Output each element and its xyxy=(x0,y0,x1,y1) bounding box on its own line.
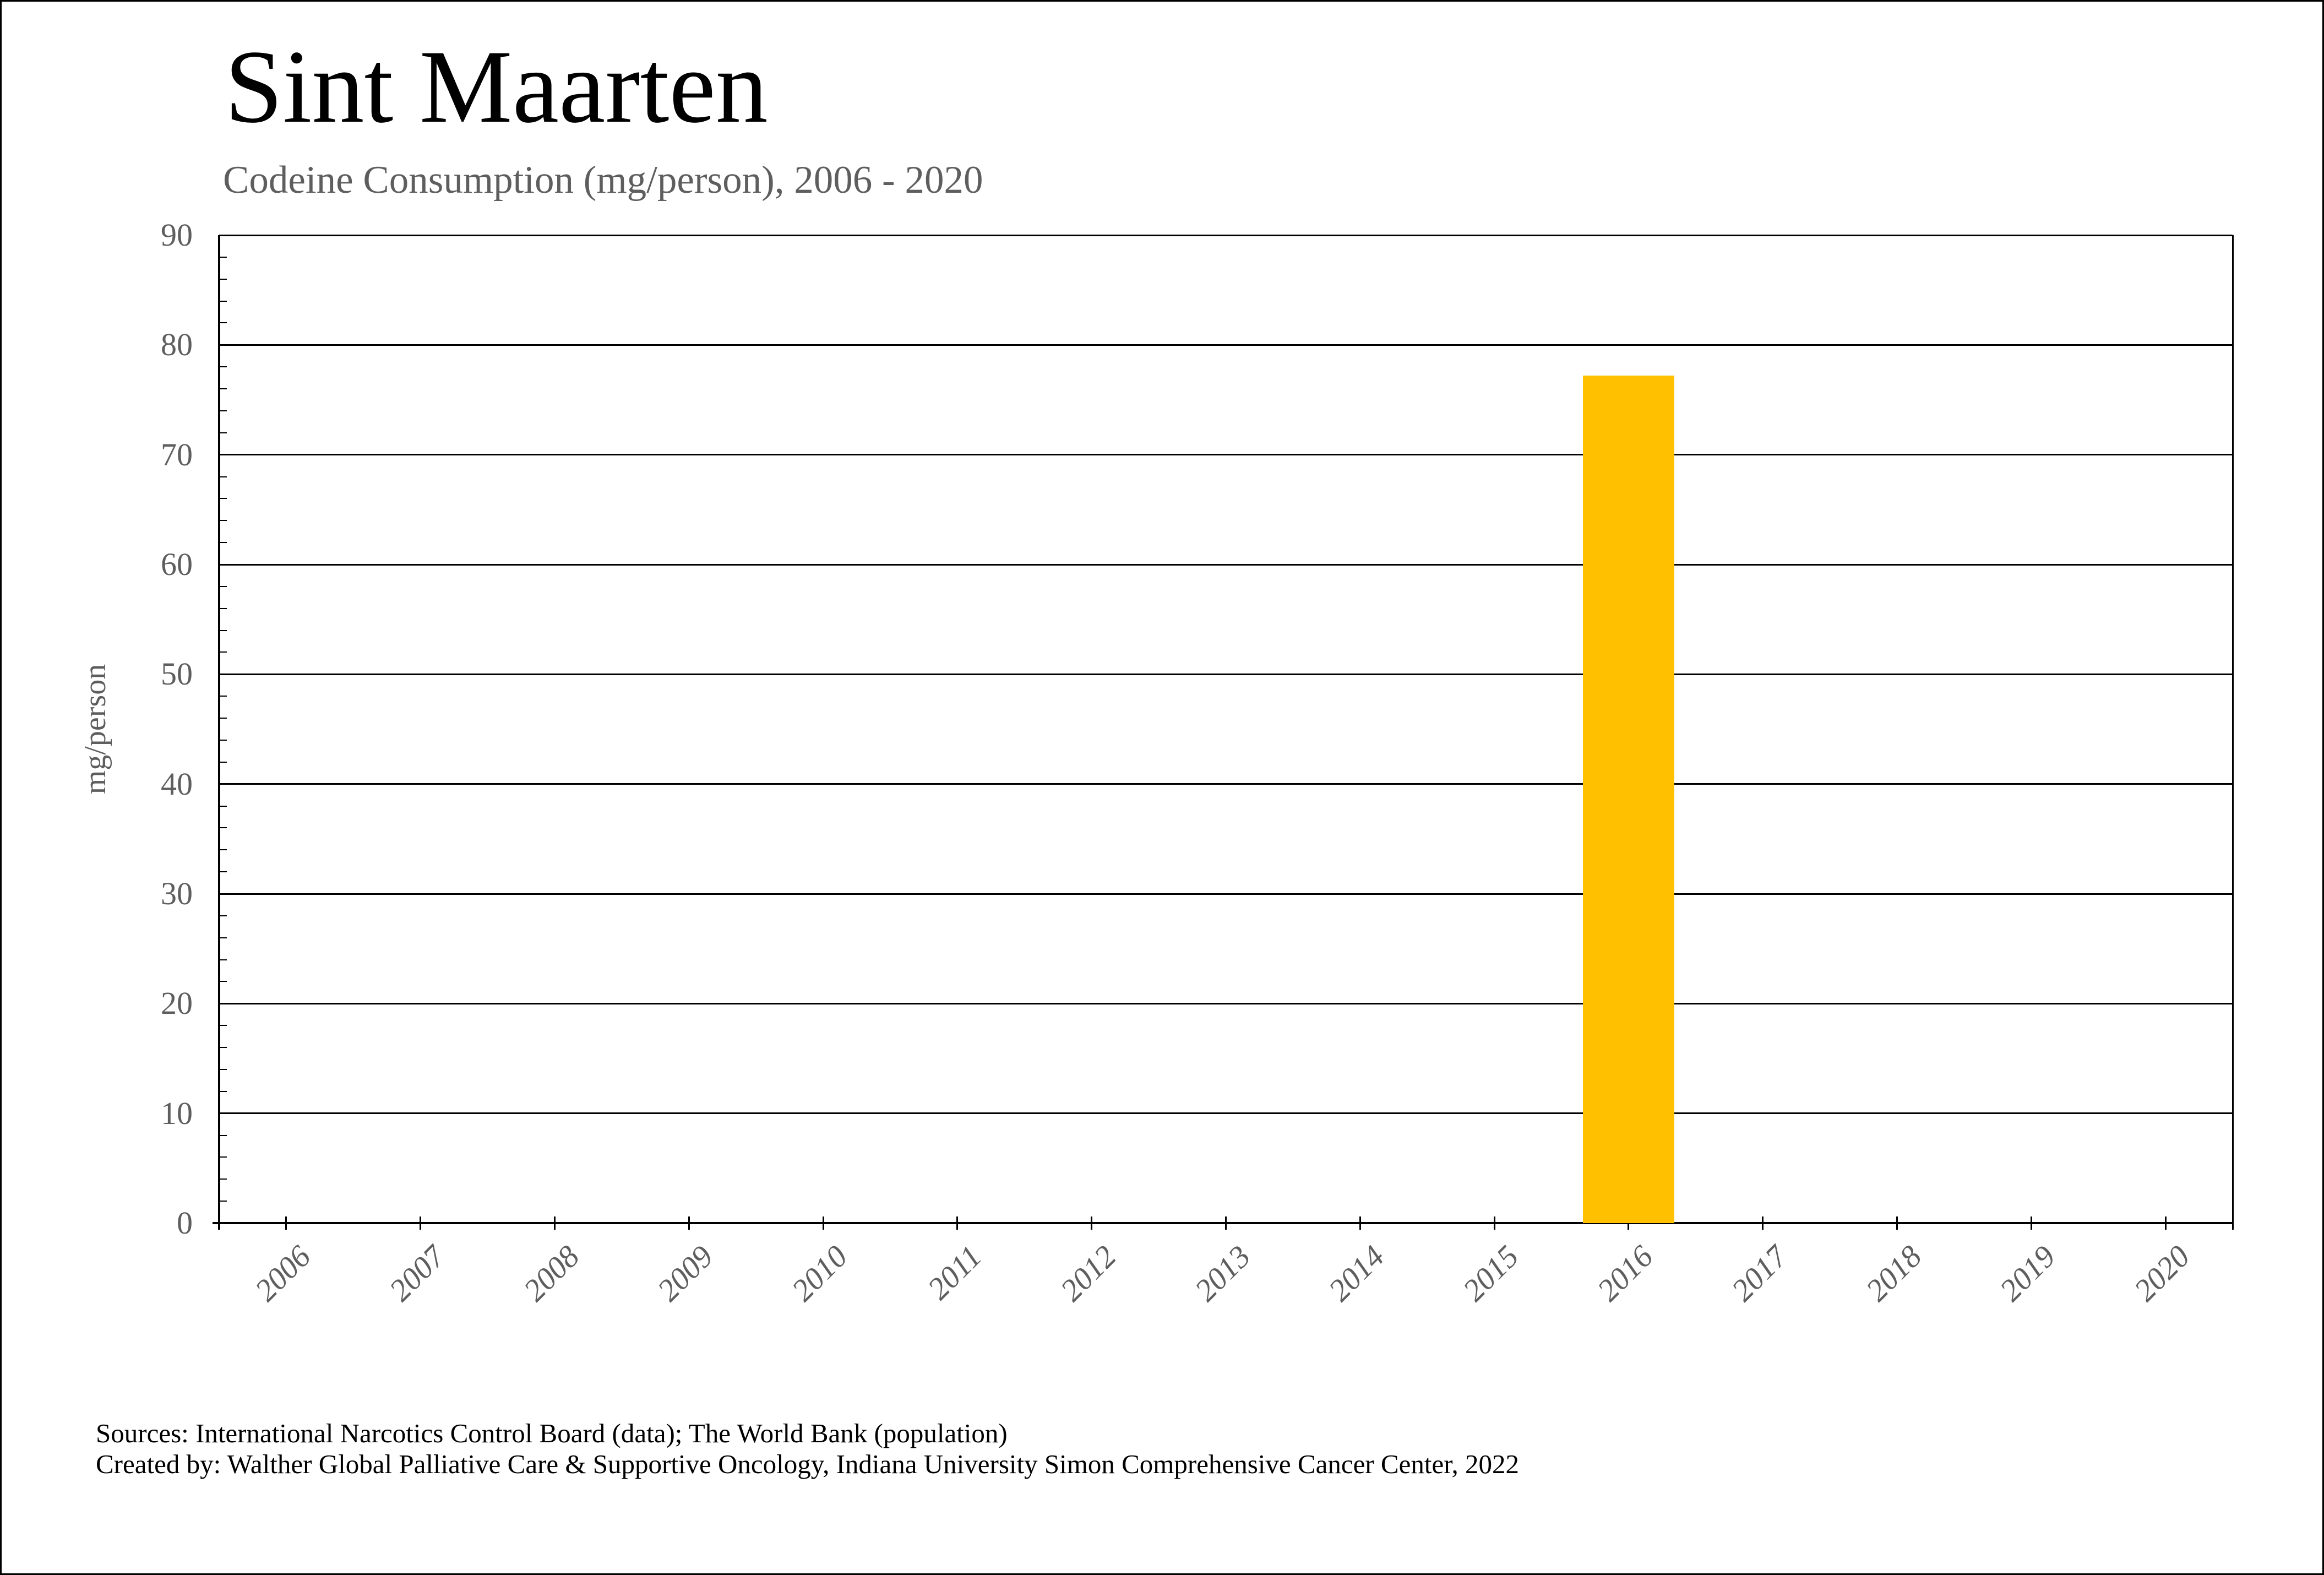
y-minor-tick xyxy=(219,1025,227,1027)
x-major-tick xyxy=(1628,1216,1630,1230)
major-gridline xyxy=(219,673,2233,675)
y-minor-tick xyxy=(219,300,227,302)
x-tick-label: 2020 xyxy=(2127,1239,2197,1308)
x-major-tick xyxy=(1091,1216,1093,1230)
major-gridline xyxy=(219,563,2233,566)
y-tick-label: 10 xyxy=(161,1095,193,1131)
x-tick-label: 2007 xyxy=(382,1239,452,1308)
y-minor-tick xyxy=(219,1047,227,1049)
y-tick-label: 50 xyxy=(161,656,193,692)
y-tick-label: 0 xyxy=(177,1205,193,1241)
x-major-tick xyxy=(1493,1216,1495,1230)
y-minor-tick xyxy=(219,1134,227,1136)
y-minor-tick xyxy=(219,366,227,368)
x-tick-label: 2016 xyxy=(1591,1239,1660,1308)
y-minor-tick xyxy=(219,805,227,807)
y-minor-tick xyxy=(219,278,227,280)
x-major-tick xyxy=(956,1216,959,1230)
x-tick-label: 2013 xyxy=(1188,1239,1257,1308)
y-minor-tick xyxy=(219,629,227,631)
major-gridline xyxy=(219,1112,2233,1115)
x-major-tick xyxy=(1359,1216,1361,1230)
y-axis-line xyxy=(218,235,220,1230)
y-minor-tick xyxy=(219,718,227,719)
y-minor-tick xyxy=(219,542,227,544)
sources-line: Sources: International Narcotics Control… xyxy=(96,1418,1008,1448)
y-minor-tick xyxy=(219,1156,227,1158)
major-gridline xyxy=(219,344,2233,346)
y-minor-tick xyxy=(219,410,227,411)
footer-sources: Sources: International Narcotics Control… xyxy=(96,1418,1519,1480)
major-gridline xyxy=(219,893,2233,895)
x-major-tick xyxy=(2030,1216,2032,1230)
y-tick-label: 20 xyxy=(161,985,193,1022)
x-major-tick xyxy=(2164,1216,2167,1230)
x-tick-label: 2006 xyxy=(248,1239,318,1308)
x-tick-label: 2012 xyxy=(1053,1239,1123,1308)
y-minor-tick xyxy=(219,1201,227,1202)
chart-title: Sint Maarten xyxy=(225,29,768,145)
bar-2016 xyxy=(1583,376,1674,1223)
y-minor-tick xyxy=(219,476,227,477)
y-tick-label: 60 xyxy=(161,546,193,582)
y-minor-tick xyxy=(219,871,227,873)
x-tick-label: 2011 xyxy=(921,1239,989,1307)
y-minor-tick xyxy=(219,959,227,960)
y-minor-tick xyxy=(219,937,227,938)
x-tick-label: 2015 xyxy=(1456,1239,1526,1308)
y-tick-label: 40 xyxy=(161,765,193,802)
x-major-tick xyxy=(1896,1216,1898,1230)
y-minor-tick xyxy=(219,607,227,609)
y-minor-tick xyxy=(219,761,227,763)
y-minor-tick xyxy=(219,1068,227,1070)
chart-subtitle: Codeine Consumption (mg/person), 2006 - … xyxy=(223,159,983,202)
major-gridline xyxy=(219,1002,2233,1004)
y-minor-tick xyxy=(219,739,227,741)
major-gridline xyxy=(219,454,2233,456)
x-tick-label: 2008 xyxy=(516,1239,586,1308)
y-minor-tick xyxy=(219,849,227,851)
major-gridline xyxy=(219,783,2233,785)
x-tick-label: 2019 xyxy=(1993,1239,2062,1308)
y-minor-tick xyxy=(219,498,227,499)
x-tick-label: 2010 xyxy=(785,1239,855,1308)
x-tick-label: 2014 xyxy=(1322,1239,1391,1308)
x-axis-line xyxy=(213,1222,2234,1224)
x-tick-label: 2018 xyxy=(1859,1239,1928,1308)
y-minor-tick xyxy=(219,256,227,258)
created-by-line: Created by: Walther Global Palliative Ca… xyxy=(96,1449,1520,1480)
y-minor-tick xyxy=(219,388,227,390)
y-minor-tick xyxy=(219,651,227,653)
y-tick-label: 70 xyxy=(161,436,193,472)
y-minor-tick xyxy=(219,585,227,587)
y-minor-tick xyxy=(219,520,227,522)
y-minor-tick xyxy=(219,981,227,982)
x-major-tick xyxy=(1762,1216,1764,1230)
x-major-tick xyxy=(822,1216,824,1230)
plot-right-border xyxy=(2232,235,2234,1230)
y-minor-tick xyxy=(219,827,227,829)
x-tick-label: 2009 xyxy=(651,1239,720,1308)
y-minor-tick xyxy=(219,915,227,916)
major-gridline xyxy=(219,234,2233,236)
y-minor-tick xyxy=(219,432,227,433)
x-tick-label: 2017 xyxy=(1724,1239,1794,1308)
y-minor-tick xyxy=(219,1178,227,1180)
y-minor-tick xyxy=(219,322,227,324)
x-major-tick xyxy=(285,1216,287,1230)
x-major-tick xyxy=(554,1216,556,1230)
y-minor-tick xyxy=(219,696,227,697)
y-tick-label: 90 xyxy=(161,217,193,253)
x-major-tick xyxy=(688,1216,690,1230)
x-major-tick xyxy=(1225,1216,1227,1230)
y-tick-label: 30 xyxy=(161,876,193,911)
y-tick-label: 80 xyxy=(161,327,193,363)
x-major-tick xyxy=(420,1216,422,1230)
y-minor-tick xyxy=(219,1090,227,1092)
